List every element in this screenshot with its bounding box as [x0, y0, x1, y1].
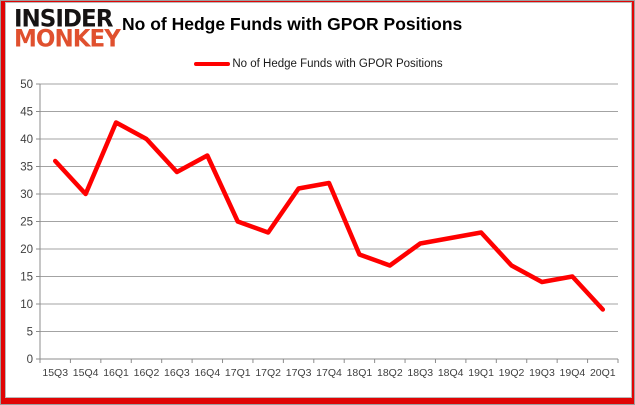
legend-label: No of Hedge Funds with GPOR Positions: [232, 58, 443, 70]
series-line: [52, 120, 606, 312]
x-tick-label: 18Q4: [438, 367, 464, 379]
y-tick-label: 25: [20, 217, 33, 229]
x-tick-label: 17Q2: [255, 367, 281, 379]
y-tick-label: 10: [20, 299, 33, 311]
y-tick-label: 45: [20, 107, 33, 119]
x-tick-label: 18Q1: [347, 367, 373, 379]
y-tick-label: 15: [20, 272, 33, 284]
y-tick-label: 5: [27, 327, 33, 339]
y-tick-label: 0: [27, 354, 33, 366]
x-tick-label: 15Q3: [42, 367, 68, 379]
logo-line1: INSIDER: [14, 5, 113, 33]
x-tick-label: 19Q1: [468, 367, 494, 379]
y-tick-label: 50: [20, 79, 33, 91]
y-tick-label: 35: [20, 162, 33, 174]
chart-canvas: INSIDER MONKEY No of Hedge Funds with GP…: [5, 2, 632, 398]
line-chart-svg: 0 5 10 15 20 25 30 35 40 45 50 15Q3 15Q4 16Q1 16Q2 16Q3…: [20, 79, 619, 379]
x-tick-label: 17Q3: [286, 367, 312, 379]
x-tick-label: 16Q3: [164, 367, 190, 379]
x-tick-label: 16Q1: [103, 367, 129, 379]
y-tick-label: 20: [20, 244, 33, 256]
x-tick-label: 19Q4: [560, 367, 586, 379]
x-tick-label: 18Q3: [407, 367, 433, 379]
legend: No of Hedge Funds with GPOR Positions: [6, 58, 631, 70]
x-tick-label: 19Q3: [529, 367, 555, 379]
x-tick-label: 17Q4: [316, 367, 342, 379]
x-tick-label: 19Q2: [499, 367, 525, 379]
x-tick-label: 15Q4: [73, 367, 99, 379]
x-tick-label: 20Q1: [590, 367, 616, 379]
x-tick-label: 16Q4: [194, 367, 220, 379]
x-tick-label: 17Q1: [225, 367, 251, 379]
x-tick-label: 18Q2: [377, 367, 403, 379]
legend-line-swatch: [194, 62, 231, 66]
x-tick-label: 16Q2: [134, 367, 160, 379]
logo-line2: MONKEY: [14, 25, 121, 53]
y-tick-label: 30: [20, 189, 33, 201]
insider-monkey-logo: INSIDER MONKEY: [14, 5, 121, 53]
chart-title: No of Hedge Funds with GPOR Positions: [122, 14, 463, 34]
y-tick-label: 40: [20, 134, 33, 146]
line-chart-area: 0 5 10 15 20 25 30 35 40 45 50 15Q3 15Q4 16Q1 16Q2 16Q3…: [6, 75, 630, 397]
